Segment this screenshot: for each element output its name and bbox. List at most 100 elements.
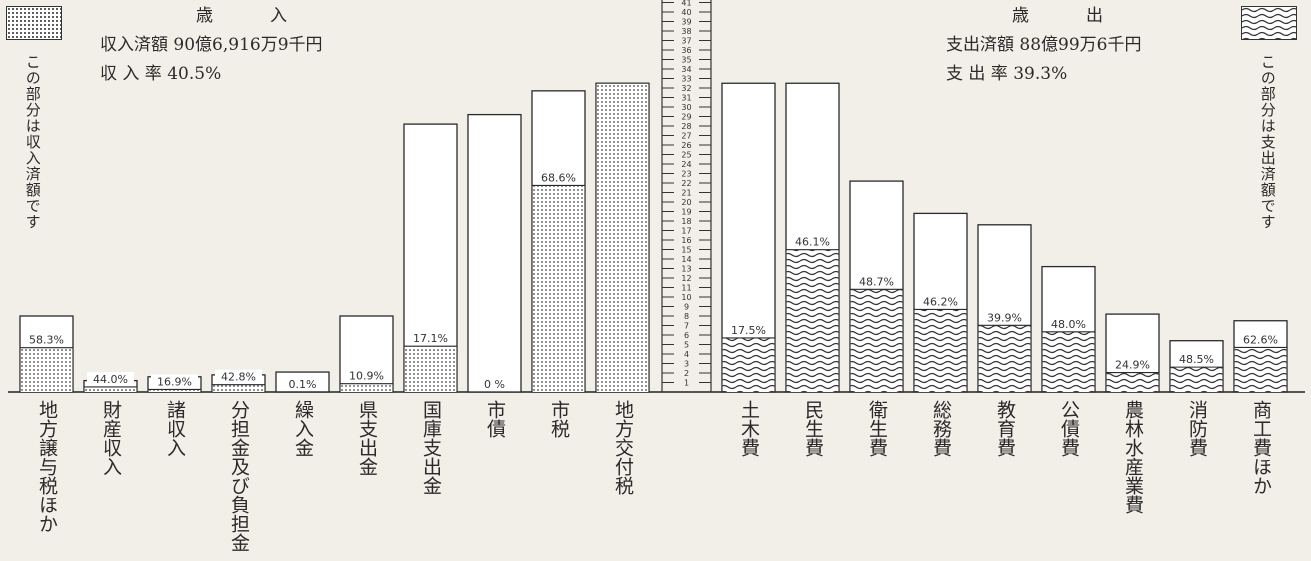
revenue-category-label-2: 諸収入 [164,400,186,457]
expense-heading: 歳 出 [1012,6,1123,26]
expense-settled-bar-1 [786,249,839,392]
scale-tick-label-21: 21 [681,189,691,198]
revenue-settled-bar-9 [596,83,649,392]
revenue-pct-label-3: 42.8% [221,371,256,384]
scale-tick-label-20: 20 [681,198,691,207]
expense-pct-label-bg-5 [1045,316,1092,330]
scale-tick-label-1: 1 [684,379,689,388]
revenue-category-label-5: 県支出金 [356,400,378,476]
expense-settled-bar-5 [1042,331,1095,392]
revenue-category-label-4: 繰入金 [292,400,314,457]
revenue-pct-label-bg-2 [151,374,198,388]
revenue-pct-label-1: 44.0% [93,373,128,386]
revenue-settled-bar-1 [84,386,137,392]
revenue-pct-label-8: 68.6% [541,171,576,184]
expense-pct-label-bg-6 [1109,357,1156,371]
revenue-settled-bar-2 [148,389,201,392]
revenue-pct-label-bg-5 [343,368,390,382]
revenue-settled-rate: 収 入 率 40.5% [100,64,222,84]
scale-tick-label-17: 17 [681,227,691,236]
expense-pct-label-8: 62.6% [1243,333,1278,346]
scale-tick-label-40: 40 [681,8,691,17]
revenue-category-label-1: 財産収入 [100,400,122,476]
expense-pct-label-bg-1 [789,234,836,248]
scale-tick-label-28: 28 [681,122,691,131]
expense-pct-label-bg-8 [1237,332,1284,346]
expense-settled-bar-3 [914,309,967,392]
y-scale: 1234567891011121314151617181920212223242… [661,0,712,392]
revenue-heading: 歳 入 [196,6,307,26]
revenue-pct-label-2: 16.9% [157,375,192,388]
scale-tick-label-14: 14 [681,255,691,264]
scale-tick-label-35: 35 [681,56,691,65]
revenue-legend-note: この部分は収入済額です [23,54,42,230]
scale-tick-label-3: 3 [684,360,689,369]
revenue-pct-label-4: 0.1% [289,378,317,391]
expense-category-label-7: 消防費 [1186,400,1208,457]
expense-pct-label-3: 46.2% [923,295,958,308]
scale-tick-label-7: 7 [684,322,689,331]
revenue-settled-bar-5 [340,383,393,392]
expense-pct-label-bg-2 [853,274,900,288]
scale-tick-label-32: 32 [681,84,691,93]
expense-settled-amount: 支出済額 88億99万6千円 [946,35,1142,55]
expense-settled-bar-8 [1234,347,1287,392]
scale-tick-label-26: 26 [681,141,691,150]
scale-tick-label-11: 11 [681,284,691,293]
scale-tick-label-12: 12 [681,274,691,283]
scale-tick-label-5: 5 [684,341,689,350]
expense-settled-bar-0 [722,337,775,392]
scale-tick-label-8: 8 [684,312,689,321]
scale-tick-label-31: 31 [681,94,691,103]
scale-tick-label-23: 23 [681,170,691,179]
scale-tick-label-19: 19 [681,208,691,217]
revenue-settled-bar-6 [404,346,457,392]
expense-category-label-8: 商工費ほか [1250,400,1272,495]
expense-category-label-4: 教育費 [994,400,1016,457]
scale-tick-label-33: 33 [681,75,691,84]
revenue-legend-swatch [6,6,62,40]
expense-category-label-0: 土木費 [738,400,760,457]
revenue-pct-label-6: 17.1% [413,332,448,345]
expense-pct-label-1: 46.1% [795,236,830,249]
revenue-budget-bar-7 [467,113,522,393]
revenue-category-label-0: 地方譲与税ほか [36,400,58,533]
scale-tick-label-27: 27 [681,132,691,141]
revenue-settled-bar-3 [212,384,265,392]
scale-tick-label-29: 29 [681,113,691,122]
revenue-pct-label-bg-4 [279,376,326,390]
revenue-pct-label-bg-3 [215,369,262,383]
revenue-settled-bar-0 [20,347,73,392]
expense-legend-swatch [1241,6,1297,40]
expense-pct-label-6: 24.9% [1115,359,1150,372]
revenue-category-label-9: 地方交付税 [612,400,634,495]
scale-tick-label-16: 16 [681,236,691,245]
expense-legend-note: この部分は支出済額です [1258,54,1277,230]
revenue-pct-label-bg-0 [23,332,70,346]
scale-tick-label-36: 36 [681,46,691,55]
expense-pct-label-0: 17.5% [731,324,766,337]
scale-tick-label-2: 2 [684,369,689,378]
revenue-pct-label-bg-7 [471,377,518,390]
scale-tick-label-18: 18 [681,217,691,226]
expense-settled-rate: 支 出 率 39.3% [946,64,1068,84]
scale-tick-label-39: 39 [681,18,691,27]
scale-tick-label-30: 30 [681,103,691,112]
revenue-settled-bar-8 [532,185,585,392]
expense-settled-bar-2 [850,289,903,392]
scale-tick-label-15: 15 [681,246,691,255]
expense-settled-bar-4 [978,325,1031,392]
expense-category-label-1: 民生費 [802,400,824,457]
expense-settled-bar-6 [1106,372,1159,392]
revenue-pct-label-bg-6 [407,331,454,345]
expense-settled-bar-7 [1170,367,1223,392]
scale-tick-label-37: 37 [681,37,691,46]
expense-pct-label-bg-4 [981,310,1028,324]
expense-pct-label-bg-0 [725,322,772,336]
revenue-pct-label-7: 0 % [484,378,505,391]
scale-tick-label-22: 22 [681,179,691,188]
revenue-category-label-6: 国庫支出金 [420,400,442,495]
revenue-category-label-3: 分担金及び負担金 [228,400,250,552]
scale-tick-label-38: 38 [681,27,691,36]
scale-tick-label-6: 6 [684,331,689,340]
